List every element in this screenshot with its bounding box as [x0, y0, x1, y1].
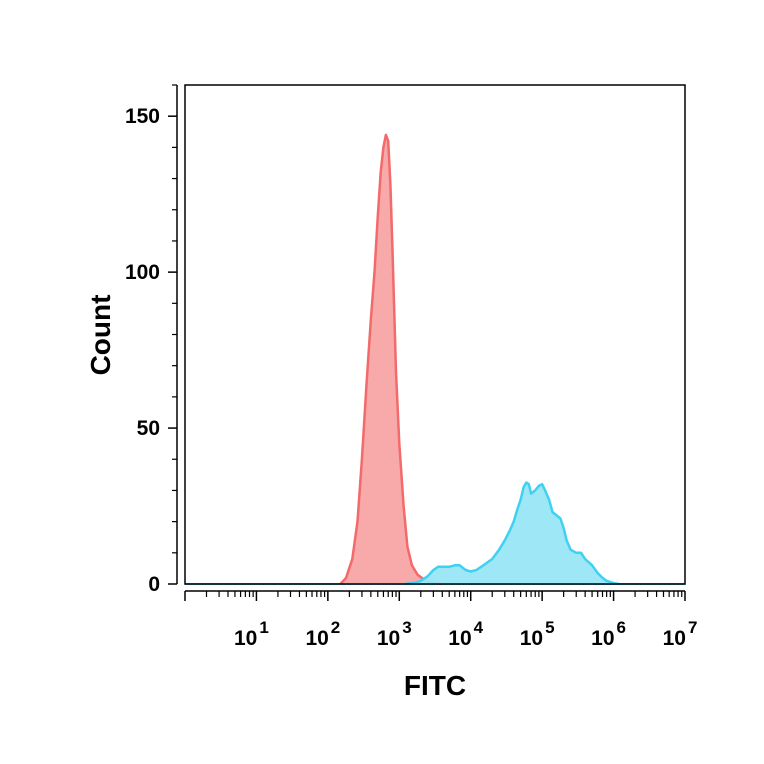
y-tick-label: 0	[148, 573, 160, 596]
y-tick-label: 50	[137, 417, 160, 440]
y-tick-label: 100	[125, 261, 160, 284]
x-tick-label: 10 6	[591, 618, 626, 650]
x-axis: 10 1 10 2 10 3 10 4 10 5 10 6 10 7	[184, 590, 698, 650]
x-tick-label: 10 5	[520, 618, 555, 650]
y-axis-title: Count	[85, 295, 116, 376]
plot-frame	[184, 84, 686, 585]
x-tick-label: 10 1	[234, 618, 269, 650]
x-tick-label: 10 7	[663, 618, 698, 650]
series-1-area	[340, 134, 443, 584]
y-tick-label: 150	[125, 105, 160, 128]
x-tick-label: 10 2	[305, 618, 340, 650]
series-1-line	[339, 133, 443, 586]
x-tick-label: 10 3	[377, 618, 412, 650]
plot-background	[185, 85, 685, 584]
y-axis: 0 50 100 150	[125, 84, 178, 596]
series-2-area	[404, 482, 620, 584]
series-2-line	[404, 481, 620, 586]
x-axis-title: FITC	[404, 670, 466, 701]
x-tick-label: 10 4	[448, 618, 483, 650]
